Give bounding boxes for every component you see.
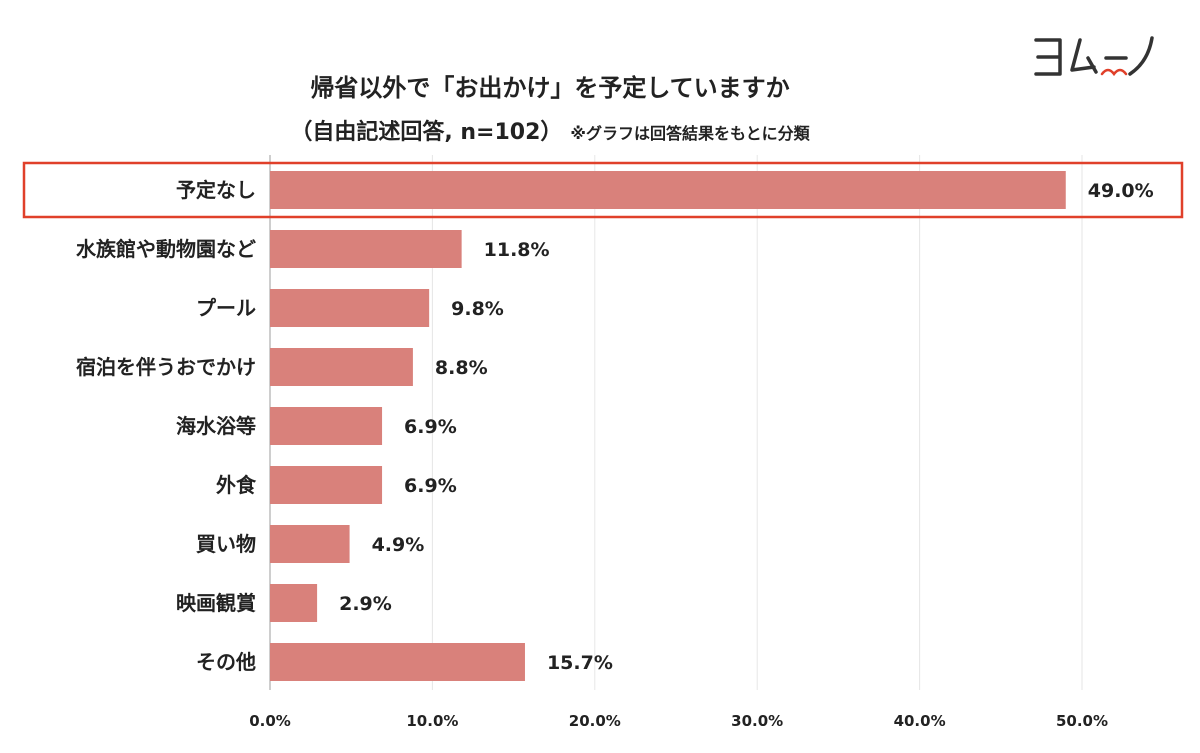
- bar: [270, 289, 430, 327]
- x-tick-label: 40.0%: [894, 712, 946, 730]
- category-label: 宿泊を伴うおでかけ: [76, 355, 256, 379]
- chart-title: 帰省以外で「お出かけ」を予定していますか: [310, 74, 790, 102]
- category-label: プール: [196, 296, 256, 320]
- bar: [270, 466, 383, 504]
- category-label: 水族館や動物園など: [76, 237, 256, 261]
- value-label: 6.9%: [404, 475, 457, 497]
- value-label: 15.7%: [547, 652, 613, 674]
- value-label: 4.9%: [372, 534, 425, 556]
- x-tick-label: 0.0%: [249, 712, 291, 730]
- category-label: 映画観賞: [176, 591, 256, 615]
- bar: [270, 171, 1066, 209]
- highlight-layer: [22, 161, 1184, 219]
- category-label: その他: [196, 650, 256, 674]
- bar: [270, 525, 350, 563]
- category-label: 海水浴等: [176, 414, 256, 438]
- bar: [270, 348, 413, 386]
- category-label: 買い物: [196, 532, 256, 556]
- chart-note: ※グラフは回答結果をもとに分類: [570, 124, 810, 143]
- value-label: 6.9%: [404, 416, 457, 438]
- bar: [270, 584, 318, 622]
- chart-subtitle: （自由記述回答, n=102）: [290, 120, 563, 145]
- value-label: 8.8%: [435, 357, 488, 379]
- x-tick-label: 10.0%: [406, 712, 458, 730]
- value-label: 49.0%: [1088, 180, 1154, 202]
- labels: 0.0% 10.0% 20.0% 30.0% 40.0% 50.0% 予定なし 49.0% 水族…: [76, 178, 1154, 730]
- category-label: 予定なし: [176, 178, 256, 202]
- brand-logo: [1030, 30, 1160, 90]
- value-label: 2.9%: [339, 593, 392, 615]
- x-tick-label: 20.0%: [569, 712, 621, 730]
- highlight-box: [22, 161, 1184, 219]
- value-label: 11.8%: [484, 239, 550, 261]
- bar: [270, 230, 462, 268]
- brand-logo-mark: [1034, 36, 1154, 77]
- value-label: 9.8%: [451, 298, 504, 320]
- chart-subtitle-row: （自由記述回答, n=102） ※グラフは回答結果をもとに分類: [0, 114, 1100, 146]
- category-label: 外食: [216, 473, 257, 497]
- bar: [270, 407, 383, 445]
- bar: [270, 643, 525, 681]
- x-tick-label: 30.0%: [731, 712, 783, 730]
- bars: [270, 171, 1066, 681]
- x-tick-label: 50.0%: [1056, 712, 1108, 730]
